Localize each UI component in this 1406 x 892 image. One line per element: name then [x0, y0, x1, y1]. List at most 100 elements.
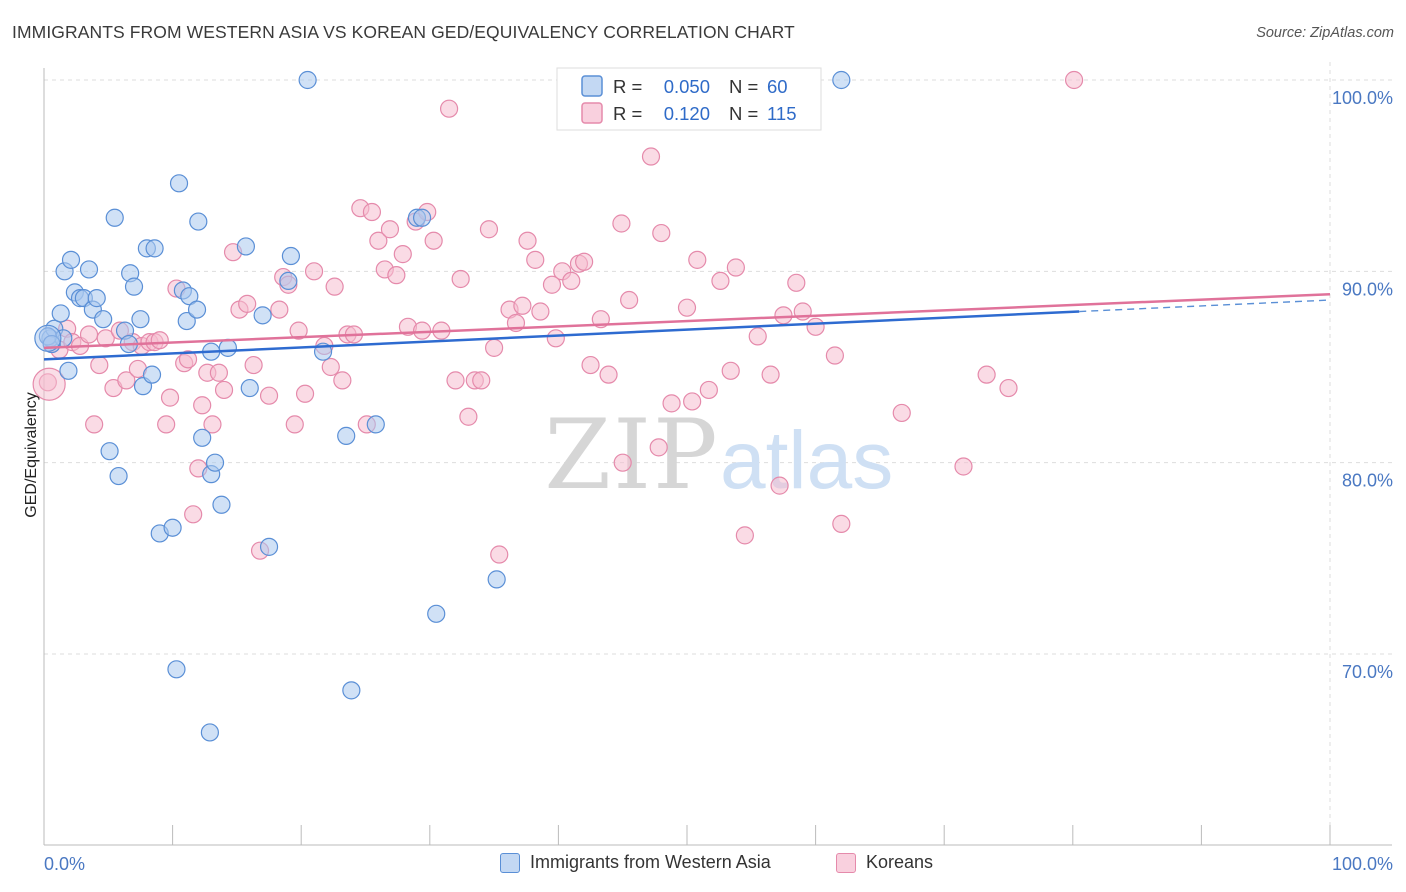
watermark-atlas: atlas [720, 415, 893, 506]
point-koreans [184, 505, 203, 524]
point-western-asia [205, 453, 225, 472]
point-western-asia [253, 306, 272, 325]
point-western-asia [180, 287, 199, 306]
trend-line-koreans [43, 293, 1331, 350]
point-western-asia [169, 174, 189, 193]
legend-swatch [581, 75, 603, 97]
point-koreans [459, 407, 478, 426]
point-koreans [304, 262, 324, 281]
point-western-asia [193, 428, 212, 447]
y-axis-label: GED/Equivalency [23, 392, 40, 517]
point-koreans [214, 380, 234, 400]
point-koreans [652, 223, 671, 243]
point-western-asia [34, 324, 62, 352]
point-western-asia [142, 365, 162, 384]
point-koreans [641, 147, 661, 166]
point-western-asia [94, 310, 113, 329]
point-western-asia [279, 271, 298, 290]
legend: R = 0.050 N = 60 R = 0.120 N = 115 [556, 67, 822, 131]
point-western-asia [240, 378, 259, 398]
point-western-asia [100, 442, 119, 461]
point-koreans [748, 327, 767, 346]
point-western-asia [236, 237, 256, 256]
point-koreans [954, 457, 973, 476]
point-koreans [721, 361, 740, 380]
point-western-asia [61, 250, 81, 269]
point-koreans [531, 302, 550, 321]
point-western-asia [212, 495, 231, 514]
point-koreans [479, 220, 499, 239]
trend-lines [43, 293, 1331, 361]
point-koreans [599, 365, 618, 384]
point-western-asia [412, 208, 432, 227]
series-western-asia [34, 70, 851, 742]
western-asia-swatch [500, 852, 520, 873]
point-koreans [157, 415, 176, 434]
point-koreans [770, 476, 789, 495]
y-tick-label: 70.0% [1342, 662, 1393, 682]
point-koreans [285, 415, 304, 434]
source-credit: Source: ZipAtlas.com [1256, 25, 1394, 41]
point-koreans [451, 269, 470, 289]
point-western-asia [218, 338, 237, 357]
bottom-legend-label: Koreans [866, 852, 934, 872]
point-koreans [999, 378, 1018, 398]
point-western-asia [167, 660, 186, 679]
point-western-asia [109, 466, 128, 486]
point-koreans [726, 258, 745, 277]
legend-r-value: 0.120 [664, 103, 710, 124]
point-koreans [774, 306, 793, 325]
point-koreans [209, 363, 228, 382]
point-koreans [32, 367, 66, 401]
point-koreans [387, 266, 406, 285]
chart-title: IMMIGRANTS FROM WESTERN ASIA VS KOREAN G… [12, 22, 795, 42]
point-western-asia [124, 277, 144, 296]
trend-line-western-asia [43, 310, 1080, 361]
point-western-asia [177, 311, 196, 331]
bottom-legend-item-koreans: Koreans [836, 852, 933, 873]
point-western-asia [79, 260, 99, 279]
point-western-asia [87, 289, 106, 308]
point-koreans [369, 231, 388, 250]
point-koreans [117, 371, 136, 390]
point-koreans [150, 331, 169, 350]
point-koreans [380, 220, 400, 239]
point-koreans [490, 545, 509, 564]
point-western-asia [337, 426, 356, 445]
point-koreans [542, 275, 562, 294]
point-western-asia [366, 415, 385, 434]
watermark: ZIP atlas [544, 399, 893, 511]
koreans-swatch [836, 852, 856, 873]
point-western-asia [59, 361, 78, 380]
point-koreans [244, 355, 263, 375]
point-western-asia [281, 246, 301, 266]
point-koreans [485, 338, 504, 357]
point-koreans [203, 415, 222, 434]
point-koreans [699, 380, 718, 400]
x-tick-label: 100.0% [1332, 854, 1393, 874]
point-koreans [85, 415, 104, 434]
point-koreans [472, 371, 491, 390]
x-tick-label: 0.0% [44, 854, 85, 874]
point-western-asia [298, 70, 317, 90]
point-koreans [321, 357, 340, 377]
point-koreans [683, 392, 702, 411]
y-tick-label: 80.0% [1342, 471, 1393, 491]
point-koreans [735, 526, 754, 545]
point-koreans [259, 386, 279, 405]
point-western-asia [131, 310, 150, 329]
point-koreans [662, 394, 681, 413]
grid [44, 62, 1392, 845]
point-koreans [825, 346, 844, 365]
legend-swatch [581, 102, 603, 124]
point-koreans [806, 317, 825, 336]
point-western-asia [487, 570, 506, 589]
point-koreans [439, 99, 459, 118]
point-koreans [620, 290, 639, 310]
point-koreans [649, 438, 668, 457]
point-koreans [612, 214, 631, 233]
point-koreans [295, 384, 315, 403]
point-koreans [677, 298, 697, 317]
point-koreans [513, 296, 532, 315]
axes: 70.0% 80.0% 90.0% 100.0% 0.0% 100.0% [43, 68, 1393, 874]
